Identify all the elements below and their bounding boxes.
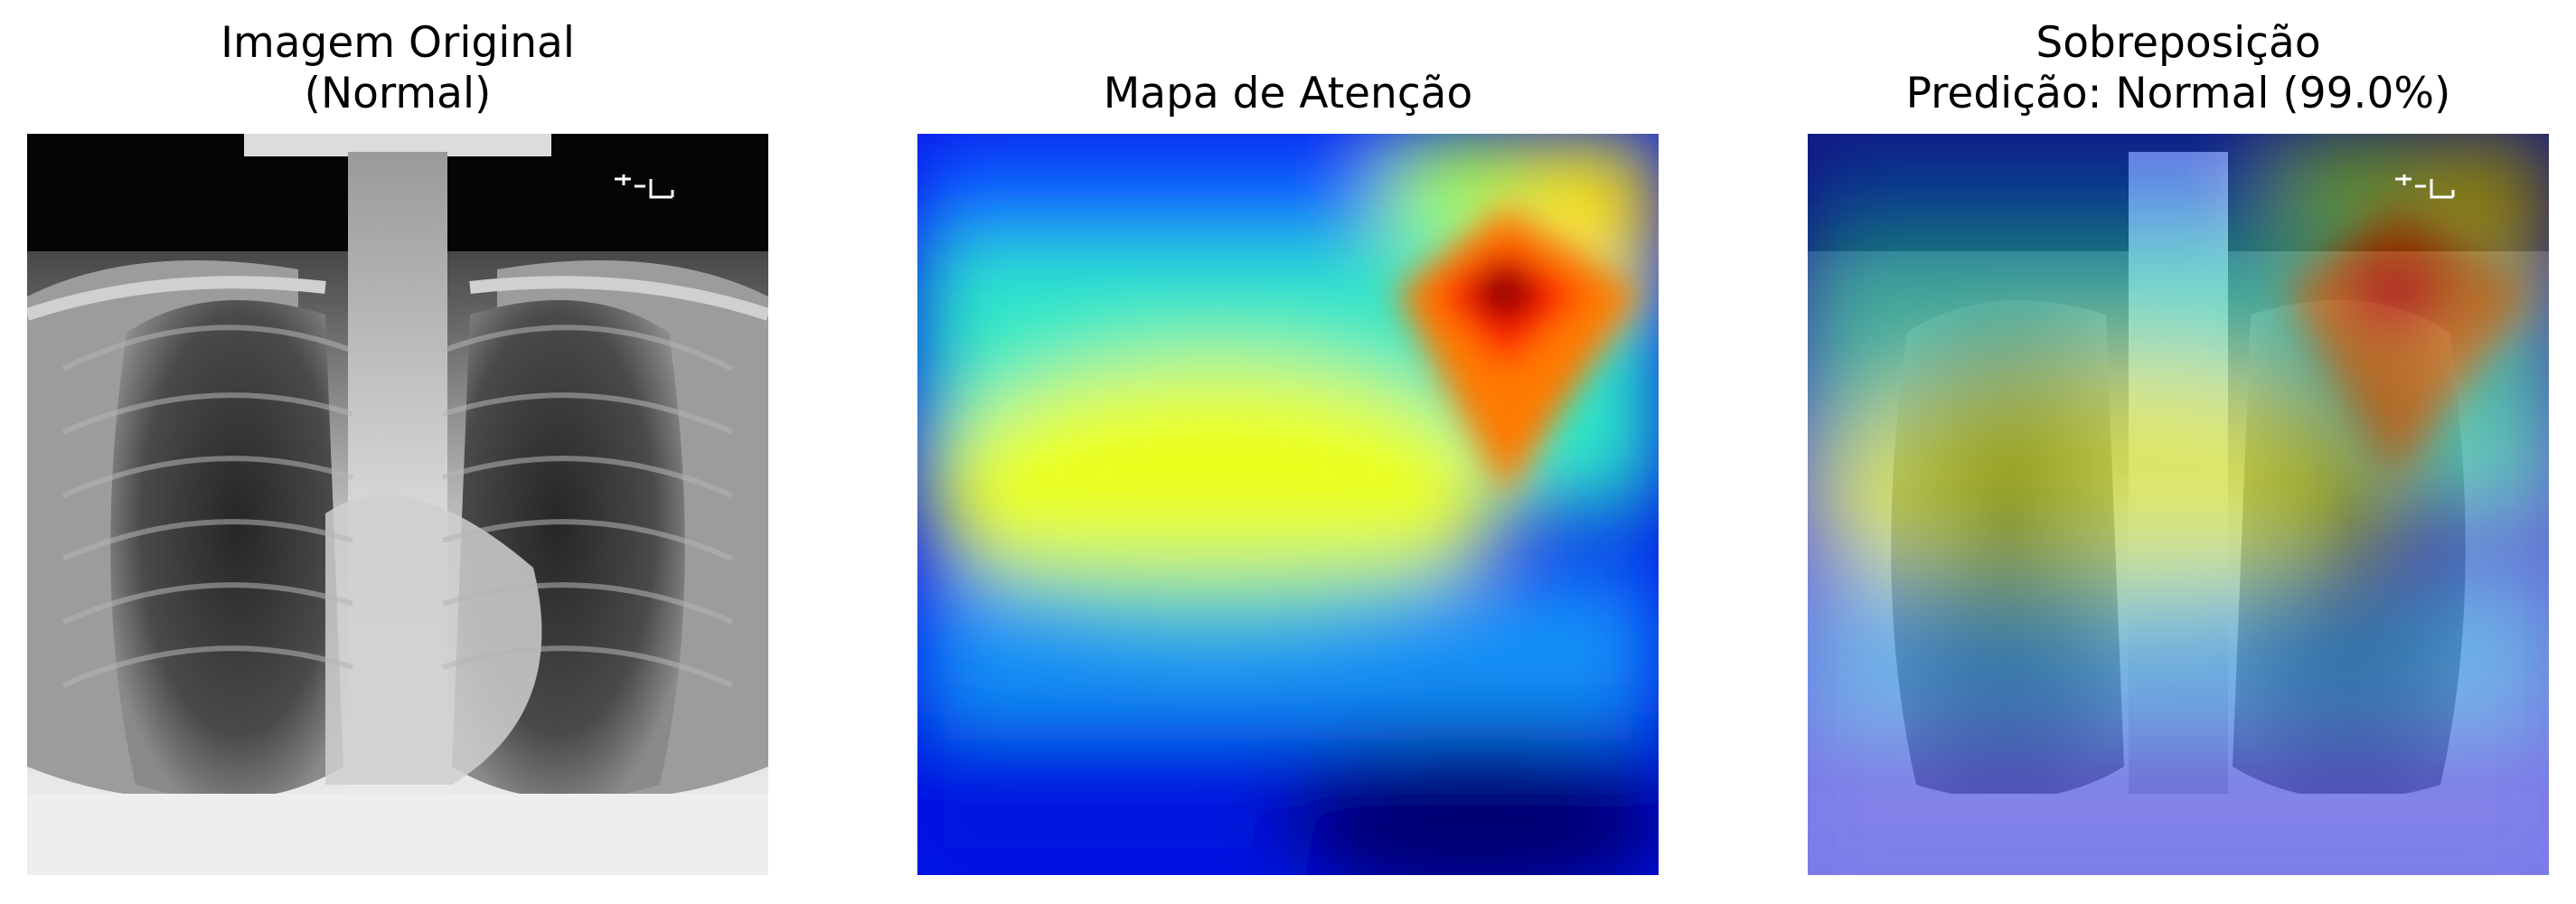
attention-heatmap bbox=[917, 134, 1659, 875]
original-image-title-line2: (Normal) bbox=[304, 69, 492, 118]
attention-map-title-line1: Mapa de Atenção bbox=[1103, 69, 1473, 118]
overlay-panel: Sobreposição Predição: Normal (99.0%) bbox=[1808, 0, 2549, 904]
attention-map-panel: Mapa de Atenção bbox=[917, 0, 1659, 904]
overlay-title: Sobreposição Predição: Normal (99.0%) bbox=[1808, 18, 2549, 119]
chest-xray-image bbox=[27, 134, 768, 875]
overlay-title-line1: Sobreposição bbox=[2035, 18, 2321, 68]
attention-map-title: Mapa de Atenção bbox=[917, 69, 1659, 119]
prediction-label: Predição: Normal (99.0%) bbox=[1905, 69, 2451, 118]
original-image-title-line1: Imagem Original bbox=[221, 18, 575, 68]
overlay-image bbox=[1808, 134, 2549, 875]
original-image-title: Imagem Original (Normal) bbox=[27, 18, 768, 119]
original-image-panel: Imagem Original (Normal) bbox=[27, 0, 768, 904]
